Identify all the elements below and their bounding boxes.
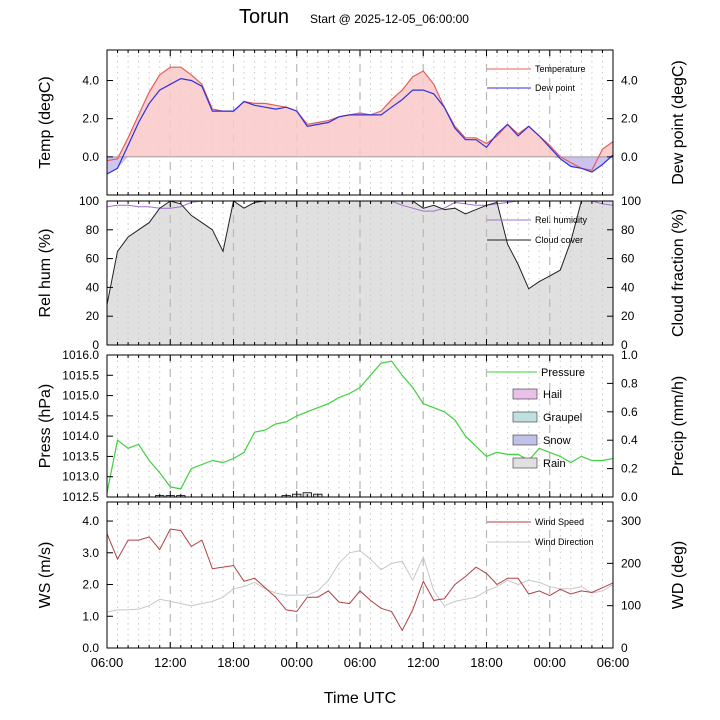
legend-wind-speed-label: Wind Speed (535, 517, 584, 527)
pressure-axis-y-tick-label: 1016.0 (62, 348, 99, 362)
chart-subtitle: Start @ 2025-12-05_06:00:00 (310, 12, 469, 26)
x-tick-label: 18:00 (217, 655, 250, 670)
x-tick-label: 06:00 (91, 655, 124, 670)
legend-rain-swatch (512, 457, 538, 469)
pressure-axis-y-tick-label: 1014.5 (62, 409, 99, 423)
pressure-axis-y-tick-label: 1013.5 (62, 449, 99, 463)
dew-y-label: Dew point (degC) (670, 60, 687, 185)
precip-axis-y-tick-label: 0.6 (621, 405, 638, 419)
dew-axis-y-tick-label: 0.0 (621, 150, 638, 164)
precip-axis-y-tick-label: 0.2 (621, 462, 638, 476)
dew-axis-y-tick-label: 2.0 (621, 112, 638, 126)
temp-axis-y-tick-label: 2.0 (82, 112, 99, 126)
pressure-y-label: Press (hPa) (37, 384, 54, 468)
cloud-axis-y-tick-label: 100 (621, 194, 641, 208)
legend-rain-label: Rain (543, 458, 566, 470)
ws-axis-y-tick-label: 4.0 (82, 514, 99, 528)
legend-wind-direction-label: Wind Direction (535, 537, 594, 547)
precip-axis-y-tick-label: 1.0 (621, 348, 638, 362)
x-tick-label: 06:00 (344, 655, 377, 670)
x-tick-label: 00:00 (280, 655, 313, 670)
rh-axis-y-tick-label: 0 (92, 338, 99, 352)
cloud-axis-y-tick-label: 40 (621, 280, 635, 294)
cloud-axis-y-tick-label: 60 (621, 252, 635, 266)
temp-axis-y-tick-label: 0.0 (82, 150, 99, 164)
temp-axis-y-tick-label: 4.0 (82, 74, 99, 88)
wd-axis-y-tick-label: 300 (621, 514, 641, 528)
rh-axis-y-tick-label: 20 (86, 309, 100, 323)
dew-point-series-line (106, 77, 614, 175)
pressure-axis-y-tick-label: 1014.0 (62, 429, 99, 443)
chart-title: Torun (239, 6, 290, 28)
ws-axis-y-tick-label: 3.0 (82, 546, 99, 560)
legend-hail-label: Hail (543, 389, 562, 401)
legend-graupel-swatch (512, 411, 538, 423)
wd-y-label: WD (deg) (670, 541, 687, 609)
x-tick-label: 12:00 (407, 655, 440, 670)
rh-axis-y-tick-label: 100 (79, 194, 99, 208)
rh-axis-y-tick-label: 40 (86, 280, 100, 294)
x-tick-label: 12:00 (154, 655, 187, 670)
legend-cloud-cover-label: Cloud cover (535, 235, 583, 245)
legend-snow-label: Snow (543, 435, 571, 447)
cloud-axis-y-tick-label: 80 (621, 223, 635, 237)
dew-axis-y-tick-label: 4.0 (621, 74, 638, 88)
precip-axis-y-tick-label: 0.8 (621, 376, 638, 390)
rh-y-label: Rel hum (%) (37, 229, 54, 318)
temp-y-label: Temp (degC) (37, 76, 54, 168)
cloud-y-label: Cloud fraction (%) (670, 209, 687, 337)
x-axis-label: Time UTC (323, 690, 397, 707)
rh-axis-y-tick-label: 60 (86, 252, 100, 266)
legend-hail-swatch (512, 388, 538, 400)
pressure-axis-y-tick-label: 1013.0 (62, 470, 99, 484)
precip-axis-y-tick-label: 0.0 (621, 490, 638, 504)
cloud-axis-y-tick-label: 0 (621, 338, 628, 352)
legend-snow-swatch (512, 434, 538, 446)
x-tick-label: 18:00 (470, 655, 503, 670)
wd-axis-y-tick-label: 200 (621, 556, 641, 570)
temperature-fill (107, 67, 613, 171)
wind-speed-series-line (106, 528, 614, 632)
ws-axis-y-tick-label: 2.0 (82, 578, 99, 592)
legend-pressure-label: Pressure (541, 367, 585, 379)
cloud-axis-y-tick-label: 20 (621, 309, 635, 323)
legend-rel-humidity-label: Rel. humidity (535, 215, 588, 225)
precip-y-label: Precip (mm/h) (670, 376, 687, 476)
x-tick-label: 00:00 (533, 655, 566, 670)
pressure-axis-y-tick-label: 1015.5 (62, 368, 99, 382)
pressure-axis-y-tick-label: 1012.5 (62, 490, 99, 504)
ws-axis-y-tick-label: 0.0 (82, 641, 99, 655)
wind-direction-series-line (106, 550, 614, 613)
legend-temperature-label: Temperature (535, 64, 586, 74)
wd-axis-y-tick-label: 100 (621, 599, 641, 613)
ws-axis-y-tick-label: 1.0 (82, 609, 99, 623)
precip-axis-y-tick-label: 0.4 (621, 433, 638, 447)
wd-axis-y-tick-label: 0 (621, 641, 628, 655)
rh-axis-y-tick-label: 80 (86, 223, 100, 237)
x-tick-label: 06:00 (597, 655, 630, 670)
legend-dew-point-label: Dew point (535, 83, 576, 93)
legend-graupel-label: Graupel (543, 412, 582, 424)
pressure-axis-y-tick-label: 1015.0 (62, 389, 99, 403)
ws-y-label: WS (m/s) (37, 542, 54, 609)
